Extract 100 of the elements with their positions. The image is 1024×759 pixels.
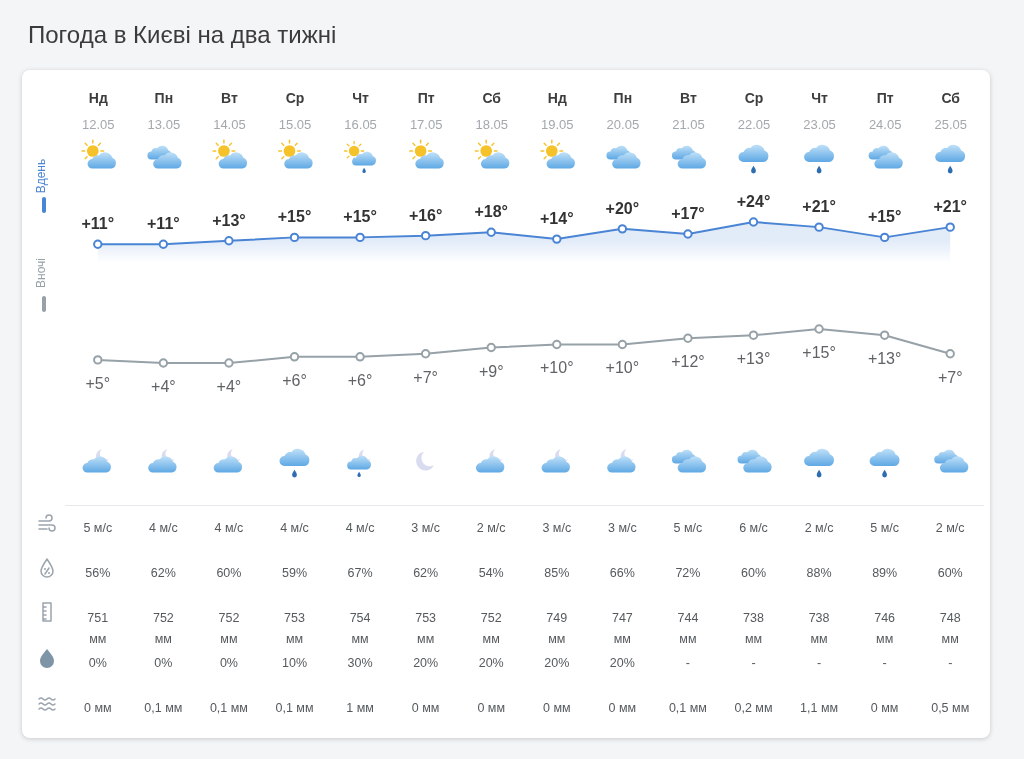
point	[355, 232, 365, 243]
point	[158, 239, 169, 249]
data-label: +4°	[151, 378, 176, 395]
text: 54%	[478, 565, 504, 580]
category-label: Вт 21.05	[672, 89, 705, 132]
text: 0%	[154, 655, 173, 670]
point	[748, 330, 759, 340]
point	[552, 234, 562, 244]
text: 751 мм	[87, 610, 109, 646]
data-label: +6°	[347, 371, 373, 389]
text: 60%	[216, 565, 242, 580]
category-label: Пн 20.05	[606, 89, 640, 132]
category-label: Чт 16.05	[344, 89, 377, 132]
data-label: +12°	[671, 353, 705, 371]
text: -	[948, 655, 953, 670]
point	[93, 355, 103, 365]
text: 752 мм	[218, 610, 240, 646]
data-label: +11°	[147, 215, 180, 233]
text: 0,1 мм	[144, 700, 183, 715]
text: 0,1 мм	[668, 700, 707, 715]
point	[748, 217, 759, 227]
data-label: +4°	[216, 378, 242, 395]
text: 62%	[150, 565, 176, 580]
point	[158, 358, 169, 368]
text: 749 мм	[546, 610, 568, 646]
text: 2 м/с	[476, 520, 506, 535]
data-label: +18°	[474, 203, 508, 221]
text: 66%	[609, 565, 635, 580]
point	[355, 352, 365, 362]
text: 10%	[281, 655, 308, 670]
category-label: Вт 14.05	[213, 89, 246, 132]
point	[486, 342, 496, 353]
text: 738 мм	[808, 610, 830, 646]
point	[617, 339, 628, 350]
category-label: Сб 25.05	[934, 89, 967, 132]
text: -	[685, 655, 691, 670]
point	[486, 227, 496, 237]
text: 85%	[544, 565, 570, 580]
data-label: +21°	[802, 198, 836, 216]
text: 67%	[347, 565, 373, 580]
data-label: +15°	[802, 344, 836, 361]
data-label: +15°	[277, 208, 312, 226]
data-label: +13°	[212, 211, 246, 229]
text: 0,5 мм	[931, 700, 970, 715]
point	[224, 358, 234, 368]
data-label: +21°	[933, 198, 967, 216]
text: 3 м/с	[607, 520, 637, 535]
text: 744 мм	[677, 610, 699, 646]
text: 56%	[85, 565, 111, 580]
text: 5 м/с	[83, 520, 113, 535]
text: 4 м/с	[345, 520, 375, 535]
data-label: +6°	[282, 371, 307, 389]
data-label: +10°	[605, 359, 640, 377]
text: 60%	[740, 565, 767, 580]
category-label: Нд 12.05	[82, 89, 115, 132]
text: Вночі	[34, 258, 48, 288]
text: -	[816, 655, 822, 670]
text: 62%	[413, 565, 439, 580]
point	[420, 349, 431, 359]
data-label: +15°	[343, 208, 377, 226]
text: 0 мм	[83, 700, 112, 715]
text: 747 мм	[611, 610, 633, 646]
point	[93, 239, 103, 249]
point	[945, 349, 955, 359]
text: 5 м/с	[673, 520, 703, 535]
text: 2 м/с	[935, 520, 965, 535]
category-label: Ср 22.05	[737, 89, 771, 132]
point	[879, 232, 890, 243]
text: 0 мм	[608, 700, 637, 715]
text: 20%	[413, 655, 439, 670]
text: 72%	[675, 565, 701, 580]
data-label: +7°	[937, 368, 963, 386]
point	[814, 324, 824, 334]
text: 88%	[806, 565, 832, 580]
text: 754 мм	[349, 610, 371, 646]
text: 738 мм	[743, 610, 764, 646]
text: 0 мм	[870, 700, 899, 715]
category-label: Сб 18.05	[475, 89, 508, 132]
point	[814, 222, 824, 232]
text: 20%	[478, 655, 504, 670]
text: 5 м/с	[870, 520, 900, 535]
category-label: Пт 17.05	[409, 89, 443, 132]
text: 3 м/с	[411, 520, 441, 535]
point	[289, 352, 300, 362]
text: 0,1 мм	[209, 700, 248, 715]
text: 0%	[88, 655, 107, 670]
text: 0%	[219, 655, 238, 670]
text: 753 мм	[415, 610, 437, 646]
data-label: +11°	[81, 215, 115, 233]
text: 59%	[281, 565, 308, 580]
text: 748 мм	[939, 610, 961, 646]
category-label: Пн 13.05	[147, 89, 181, 132]
text: 20%	[609, 655, 635, 670]
data-label: +17°	[671, 204, 705, 222]
text: 0 мм	[477, 700, 506, 715]
text: 752 мм	[480, 610, 502, 646]
text: 746 мм	[874, 610, 896, 646]
chart-title: Погода в Києві на два тижні	[28, 21, 337, 48]
point	[289, 232, 300, 243]
data-label: +7°	[413, 368, 438, 386]
